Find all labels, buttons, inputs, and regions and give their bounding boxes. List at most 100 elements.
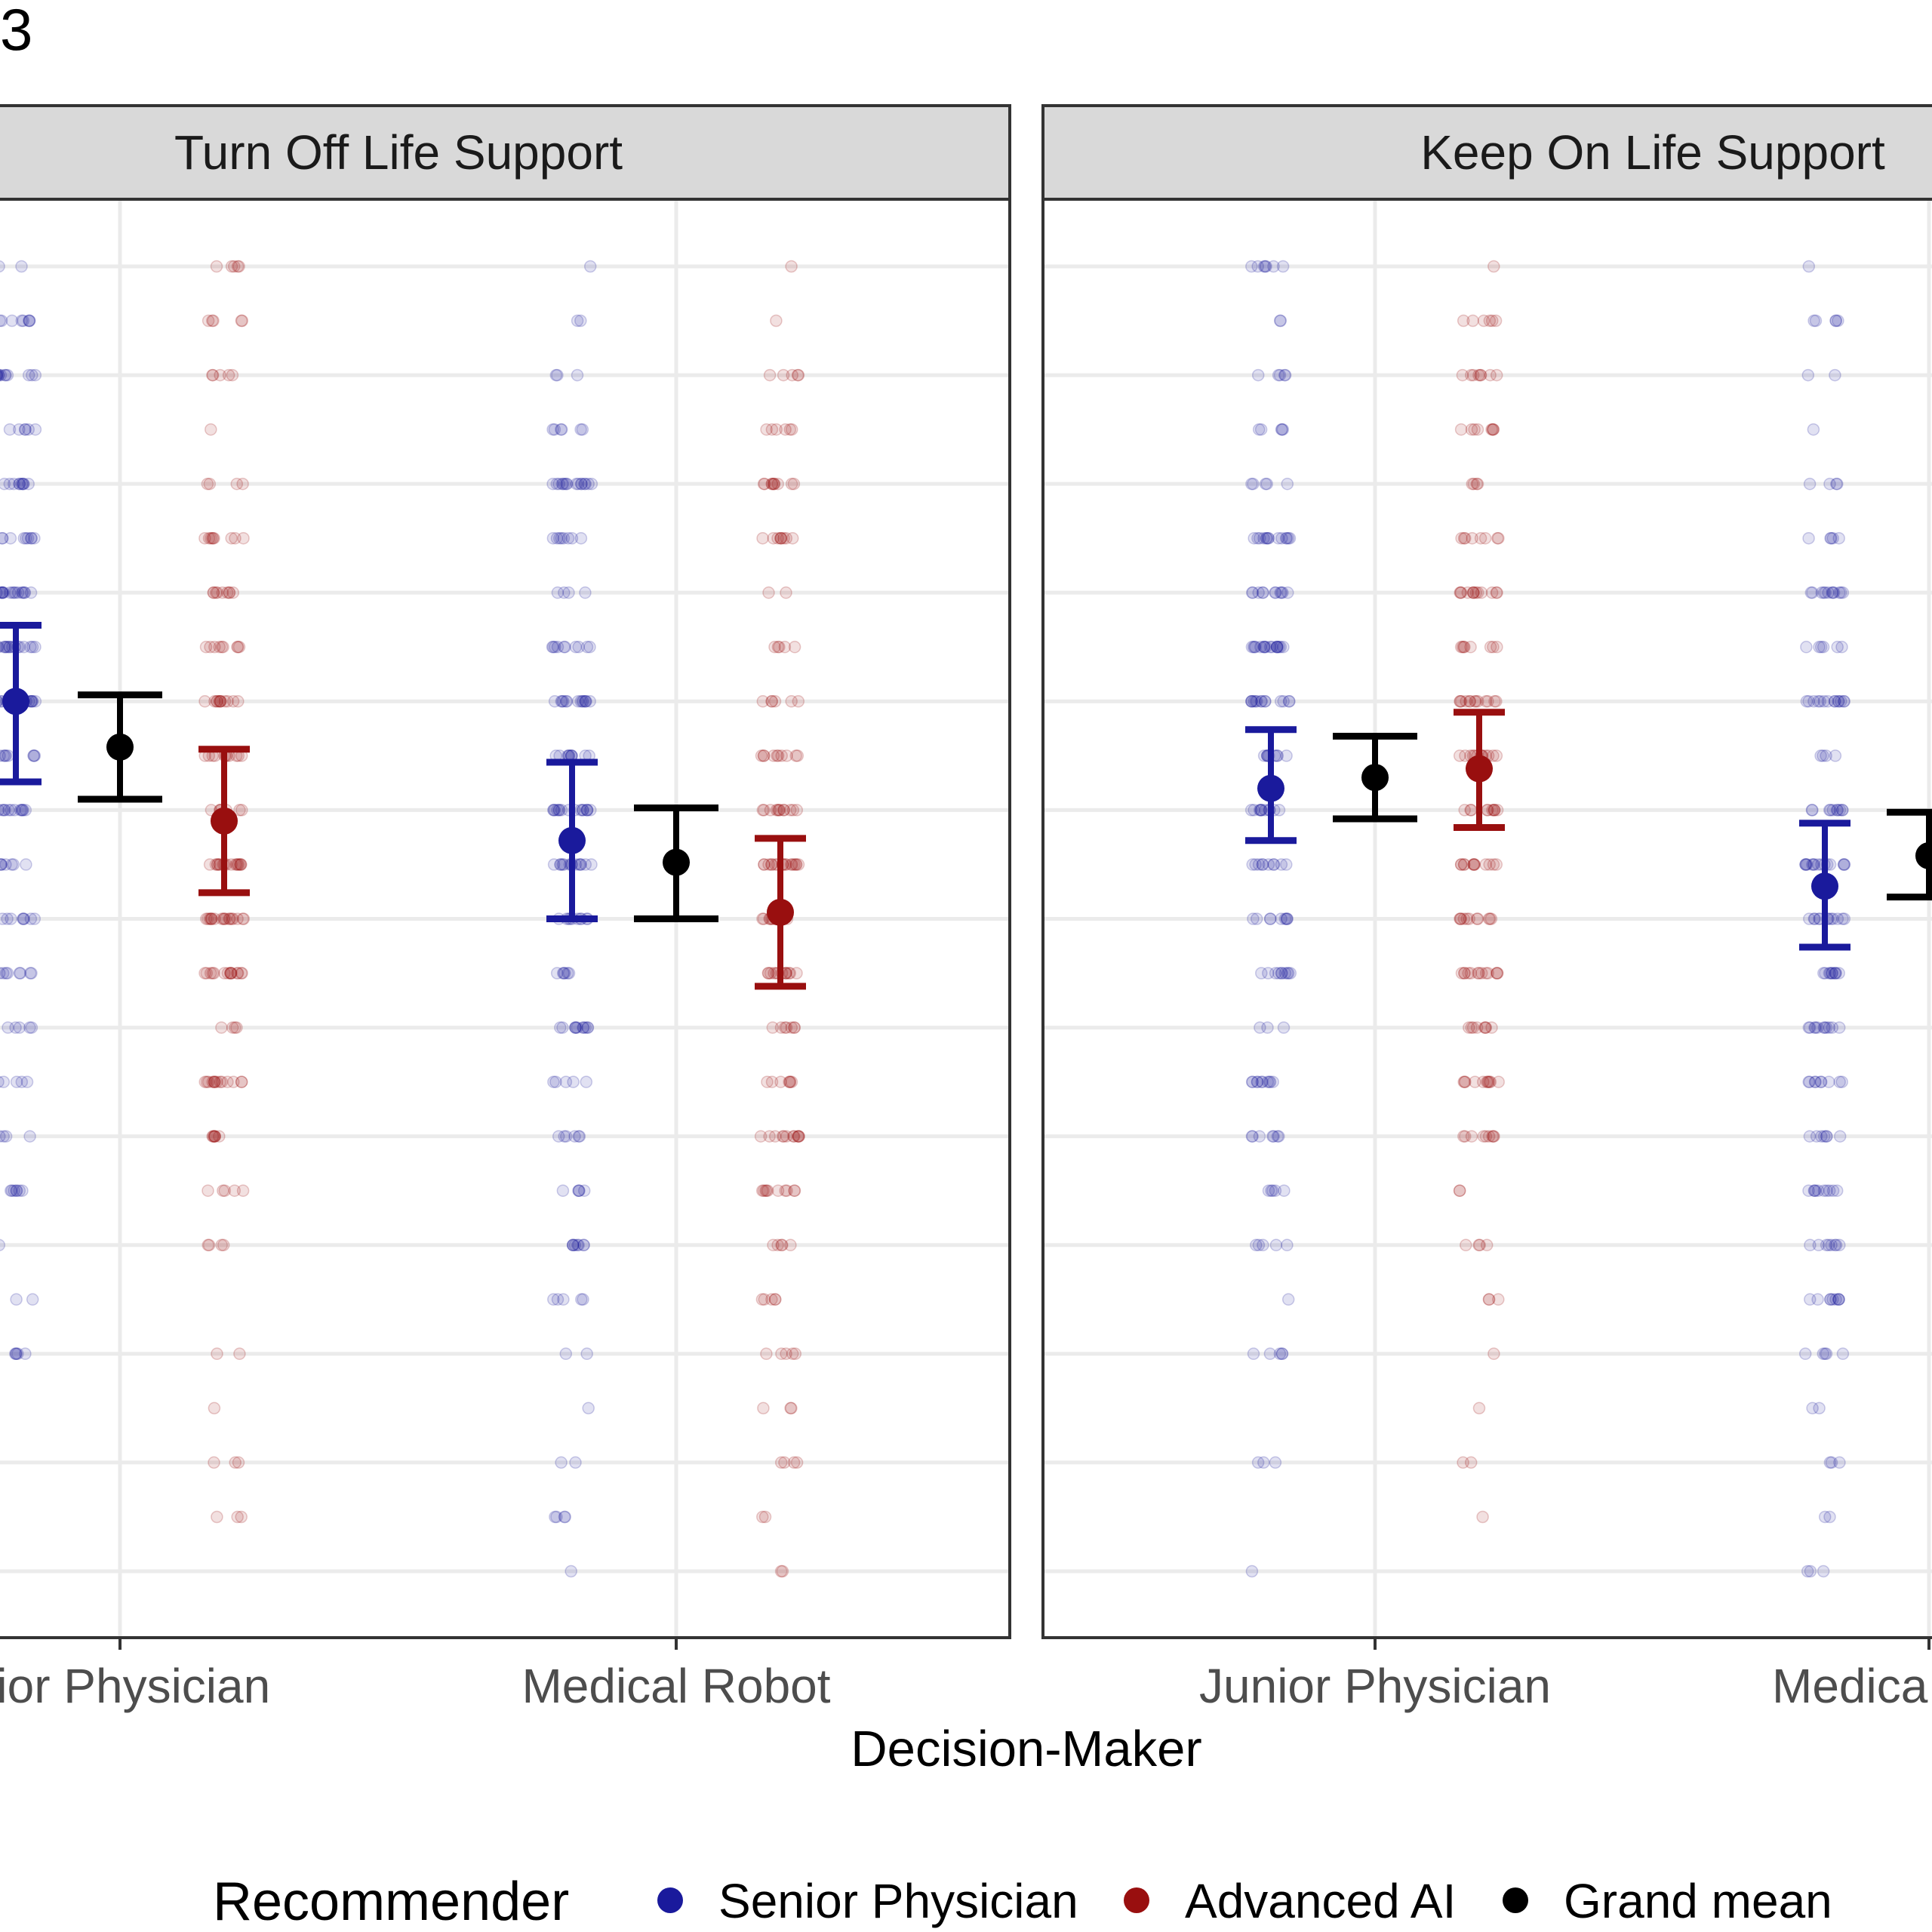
raw-point-senior-physician	[1823, 1075, 1835, 1088]
raw-point-senior-physician	[17, 912, 31, 925]
raw-point-advanced-ai	[1482, 1293, 1496, 1306]
raw-point-advanced-ai	[757, 749, 771, 762]
raw-point-advanced-ai	[786, 804, 800, 817]
raw-point-senior-physician	[1273, 1347, 1287, 1361]
raw-point-advanced-ai	[235, 967, 248, 980]
raw-point-advanced-ai	[215, 912, 229, 925]
raw-point-senior-physician	[1277, 641, 1290, 654]
raw-point-senior-physician	[5, 314, 19, 328]
raw-point-senior-physician	[1817, 641, 1830, 654]
raw-point-senior-physician	[1823, 967, 1836, 980]
raw-point-advanced-ai	[756, 531, 769, 545]
raw-point-senior-physician	[1278, 967, 1292, 980]
raw-point-advanced-ai	[208, 641, 221, 654]
raw-point-advanced-ai	[780, 749, 793, 762]
raw-point-senior-physician	[14, 804, 27, 817]
raw-point-advanced-ai	[230, 1021, 243, 1034]
raw-point-advanced-ai	[217, 1238, 230, 1252]
raw-point-advanced-ai	[792, 1130, 805, 1143]
raw-point-senior-physician	[1247, 912, 1260, 925]
raw-point-senior-physician	[584, 804, 597, 817]
raw-point-senior-physician	[1281, 967, 1294, 980]
raw-point-advanced-ai	[771, 641, 785, 654]
raw-point-senior-physician	[1262, 531, 1275, 545]
raw-point-senior-physician	[24, 912, 38, 925]
raw-point-senior-physician	[1284, 967, 1297, 980]
grand-mean-mean-point	[1361, 764, 1389, 792]
raw-point-advanced-ai	[1468, 423, 1481, 436]
raw-point-senior-physician	[1823, 1184, 1836, 1197]
raw-point-advanced-ai	[206, 368, 220, 382]
raw-point-senior-physician	[1804, 1564, 1817, 1578]
raw-point-senior-physician	[1810, 1021, 1824, 1034]
raw-point-senior-physician	[0, 641, 11, 654]
raw-point-senior-physician	[1829, 1238, 1841, 1252]
raw-point-advanced-ai	[226, 695, 240, 708]
raw-point-senior-physician	[10, 1184, 23, 1197]
raw-point-senior-physician	[1829, 967, 1841, 980]
raw-point-senior-physician	[1807, 423, 1820, 436]
raw-point-senior-physician	[551, 1293, 565, 1306]
raw-point-advanced-ai	[768, 695, 782, 708]
raw-point-advanced-ai	[229, 531, 242, 545]
raw-point-advanced-ai	[208, 1401, 221, 1415]
raw-point-senior-physician	[1249, 641, 1262, 654]
raw-point-advanced-ai	[758, 1510, 772, 1524]
raw-point-senior-physician	[1807, 314, 1820, 328]
raw-point-advanced-ai	[215, 1075, 229, 1088]
raw-point-senior-physician	[1275, 1347, 1289, 1361]
raw-point-senior-physician	[1837, 858, 1850, 871]
raw-point-senior-physician	[10, 1075, 23, 1088]
raw-point-senior-physician	[1833, 804, 1847, 817]
raw-point-senior-physician	[1817, 1184, 1831, 1197]
raw-point-advanced-ai	[1458, 1075, 1472, 1088]
raw-point-advanced-ai	[207, 1130, 220, 1143]
raw-point-senior-physician	[1835, 1075, 1848, 1088]
raw-point-advanced-ai	[1490, 967, 1503, 980]
raw-point-senior-physician	[1819, 586, 1832, 599]
raw-point-senior-physician	[1826, 967, 1838, 980]
jitter-points-turn-off	[0, 260, 805, 1578]
raw-point-senior-physician	[1807, 912, 1821, 925]
raw-point-senior-physician	[15, 314, 29, 328]
raw-point-advanced-ai	[1463, 1021, 1475, 1034]
raw-point-senior-physician	[556, 858, 569, 871]
raw-point-senior-physician	[1808, 1184, 1821, 1197]
raw-point-senior-physician	[578, 477, 591, 491]
legend-label-grand-mean: Grand mean	[1564, 1874, 1832, 1928]
raw-point-advanced-ai	[205, 912, 217, 925]
raw-point-advanced-ai	[232, 858, 245, 871]
raw-point-senior-physician	[1252, 586, 1265, 599]
raw-point-senior-physician	[1245, 641, 1259, 654]
raw-point-advanced-ai	[774, 531, 787, 545]
raw-point-advanced-ai	[765, 1075, 779, 1088]
raw-point-senior-physician	[1281, 477, 1294, 491]
raw-point-advanced-ai	[233, 1347, 246, 1361]
raw-point-advanced-ai	[1490, 695, 1503, 708]
x-axis-turn-off: nior Physician Medical Robot	[0, 1638, 831, 1713]
raw-point-senior-physician	[1281, 586, 1294, 599]
raw-point-advanced-ai	[773, 641, 786, 654]
raw-point-senior-physician	[547, 1075, 560, 1088]
raw-point-senior-physician	[0, 586, 9, 599]
raw-point-advanced-ai	[1487, 423, 1500, 436]
raw-point-advanced-ai	[761, 1184, 774, 1197]
raw-point-advanced-ai	[789, 749, 802, 762]
raw-point-senior-physician	[1258, 695, 1272, 708]
raw-point-senior-physician	[1799, 858, 1812, 871]
raw-point-advanced-ai	[777, 531, 790, 545]
raw-point-advanced-ai	[791, 749, 804, 762]
raw-point-senior-physician	[560, 695, 574, 708]
raw-point-senior-physician	[1802, 1075, 1815, 1088]
raw-point-senior-physician	[1833, 1130, 1847, 1143]
raw-point-senior-physician	[1251, 1456, 1265, 1469]
raw-point-senior-physician	[22, 368, 35, 382]
raw-point-advanced-ai	[211, 1510, 223, 1524]
raw-point-senior-physician	[1802, 1184, 1815, 1197]
raw-point-senior-physician	[554, 858, 568, 871]
raw-point-senior-physician	[16, 477, 29, 491]
raw-point-senior-physician	[0, 314, 8, 328]
raw-point-senior-physician	[1801, 1564, 1814, 1578]
raw-point-senior-physician	[11, 586, 25, 599]
raw-point-senior-physician	[556, 1021, 569, 1034]
